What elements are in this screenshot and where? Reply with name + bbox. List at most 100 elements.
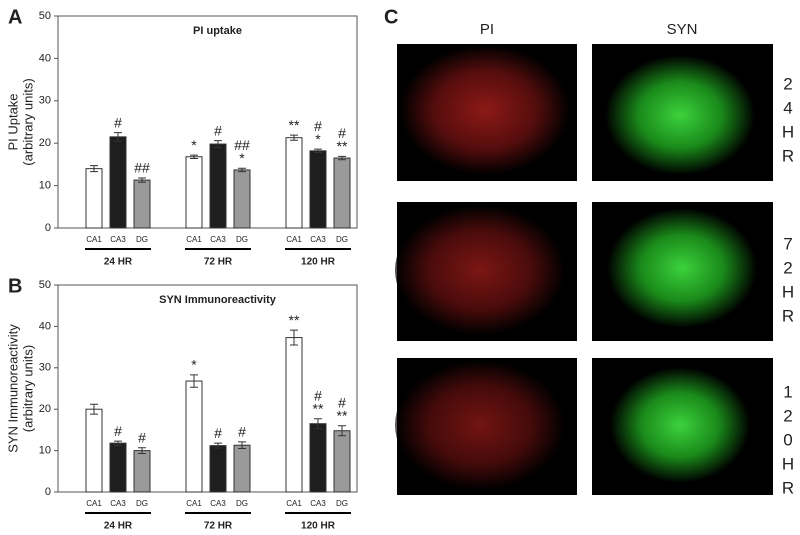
x-tick-label: CA1 xyxy=(186,235,202,244)
y-tick-label: 40 xyxy=(39,52,51,64)
x-tick-label: DG xyxy=(336,499,348,508)
x-tick-label: CA1 xyxy=(86,235,102,244)
bar xyxy=(133,450,151,493)
x-tick-label: CA1 xyxy=(286,499,302,508)
significance-mark: # xyxy=(238,424,246,440)
error-bar xyxy=(114,132,122,142)
x-tick-label: CA1 xyxy=(286,235,302,244)
row-label: 2 xyxy=(783,258,792,277)
error-bar xyxy=(338,425,346,437)
x-tick-label: CA3 xyxy=(310,499,326,508)
row-label: H xyxy=(782,122,794,141)
row-label: 0 xyxy=(783,430,792,449)
error-bar xyxy=(214,442,222,449)
y-tick-label: 10 xyxy=(39,180,51,192)
significance-mark: # xyxy=(338,394,346,410)
bar xyxy=(309,423,327,493)
bar xyxy=(333,430,351,493)
y-axis-label: (arbitrary units) xyxy=(20,345,35,432)
bar xyxy=(309,150,327,229)
group-label: 24 HR xyxy=(104,257,133,268)
row-label: R xyxy=(782,146,794,165)
y-tick-label: 40 xyxy=(39,320,51,332)
significance-mark: # xyxy=(138,429,146,445)
significance-mark: # xyxy=(314,118,322,134)
plot-frame xyxy=(57,15,358,229)
x-tick-label: DG xyxy=(236,235,248,244)
x-tick-label: DG xyxy=(136,499,148,508)
x-tick-label: CA1 xyxy=(86,499,102,508)
x-tick-label: CA3 xyxy=(110,235,126,244)
significance-mark: * xyxy=(239,150,245,166)
image-grid xyxy=(395,44,773,495)
significance-mark: ** xyxy=(337,138,348,154)
row-label: R xyxy=(782,306,794,325)
bar xyxy=(333,157,351,229)
group-label: 120 HR xyxy=(301,521,336,532)
significance-mark: ** xyxy=(289,312,300,328)
y-tick-label: 0 xyxy=(45,486,51,498)
panel-label: C xyxy=(384,6,398,28)
row-label: 2 xyxy=(783,406,792,425)
bar xyxy=(85,408,103,493)
error-bar xyxy=(338,155,346,161)
error-bar xyxy=(238,441,246,450)
plot-frame xyxy=(57,284,358,493)
x-tick-label: DG xyxy=(236,499,248,508)
x-tick-label: CA3 xyxy=(210,235,226,244)
significance-mark: # xyxy=(338,125,346,141)
significance-mark: * xyxy=(191,137,197,153)
x-tick-label: CA3 xyxy=(110,499,126,508)
x-tick-label: DG xyxy=(336,235,348,244)
x-tick-label: CA1 xyxy=(186,499,202,508)
significance-mark: # xyxy=(214,122,222,138)
error-bar xyxy=(114,440,122,446)
error-bar xyxy=(190,374,198,388)
y-tick-label: 30 xyxy=(39,95,51,107)
panel-label: B xyxy=(8,275,22,297)
error-bar xyxy=(138,177,146,183)
bar xyxy=(185,156,203,229)
y-tick-label: 50 xyxy=(39,10,51,22)
bar xyxy=(209,445,227,493)
significance-mark: # xyxy=(314,387,322,403)
column-label: SYN xyxy=(667,21,698,38)
y-tick-label: 10 xyxy=(39,445,51,457)
error-bar xyxy=(290,134,298,141)
significance-mark: * xyxy=(315,131,321,147)
row-label: 7 xyxy=(783,234,792,253)
error-bar xyxy=(290,329,298,346)
row-label: H xyxy=(782,454,794,473)
error-bar xyxy=(90,403,98,415)
panel-label: A xyxy=(8,6,22,28)
error-bar xyxy=(214,140,222,148)
bar xyxy=(209,143,227,229)
significance-mark: ## xyxy=(134,160,150,176)
significance-mark: ** xyxy=(337,407,348,423)
bar xyxy=(133,179,151,229)
chart-title: SYN Immunoreactivity xyxy=(159,294,277,306)
y-tick-label: 0 xyxy=(45,222,51,234)
group-label: 120 HR xyxy=(301,257,336,268)
bar xyxy=(85,168,103,229)
bar xyxy=(185,380,203,493)
bar xyxy=(285,337,303,493)
x-tick-label: DG xyxy=(136,235,148,244)
column-label: PI xyxy=(480,21,494,38)
significance-mark: # xyxy=(114,114,122,130)
group-label: 24 HR xyxy=(104,521,133,532)
group-label: 72 HR xyxy=(204,521,233,532)
bar xyxy=(109,442,127,493)
y-axis-label: (arbitrary units) xyxy=(20,78,35,165)
significance-mark: # xyxy=(214,425,222,441)
y-axis-label: PI Uptake xyxy=(5,93,20,150)
y-tick-label: 20 xyxy=(39,137,51,149)
y-tick-label: 30 xyxy=(39,362,51,374)
error-bar xyxy=(190,154,198,159)
significance-mark: ** xyxy=(289,117,300,133)
y-axis-label: SYN Immunoreactivity xyxy=(5,324,20,453)
y-tick-label: 50 xyxy=(39,279,51,291)
row-label: H xyxy=(782,282,794,301)
row-label: 1 xyxy=(783,382,792,401)
